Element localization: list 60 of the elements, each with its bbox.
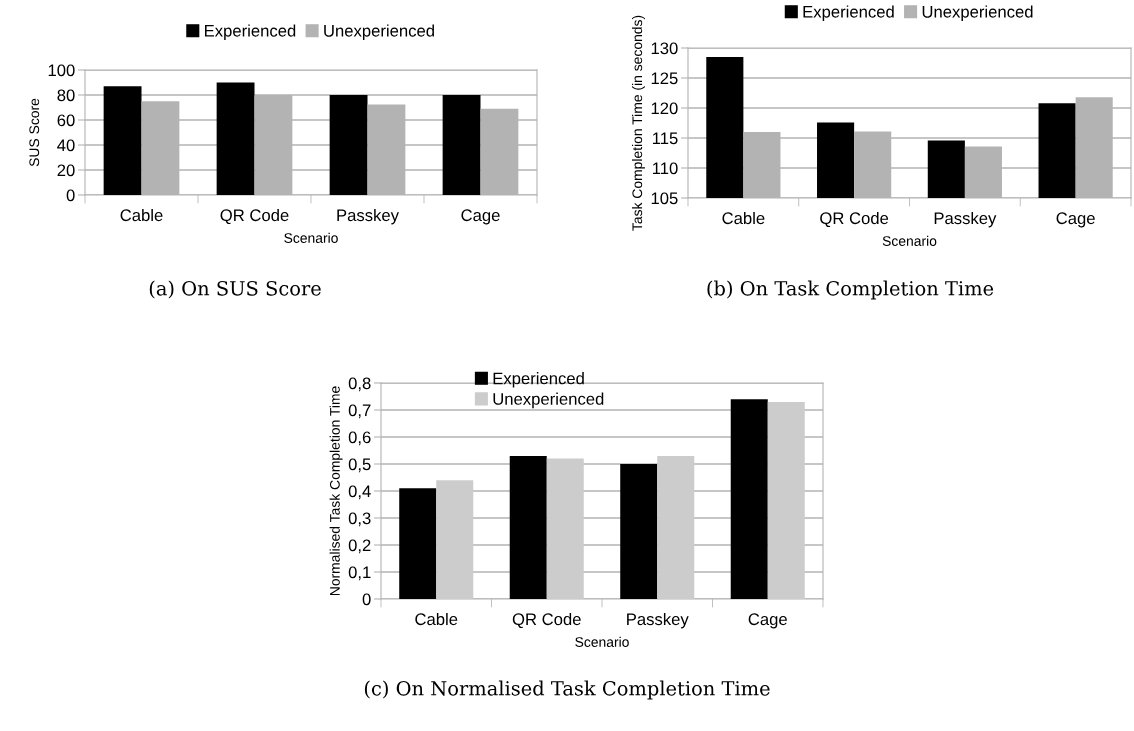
legend-label: Unexperienced [922,5,1033,21]
x-tick-label: Cable [722,211,765,225]
text: (a) On SUS Score [149,280,321,299]
y-tick-label: 100 [48,64,75,77]
y-axis-title: Normalised Task Completion Time [329,386,343,596]
x-tick-label: QR Code [512,612,581,629]
bar [436,480,474,599]
legend-label: Experienced [204,24,296,40]
y-tick-label: 115 [652,132,678,145]
y-tick-label: 0,6 [348,431,371,446]
y-tick-label: 0,3 [348,512,371,527]
x-tick-label: Cage [461,209,500,225]
y-tick-label: 125 [651,72,678,85]
y-tick-label: 0 [66,189,75,202]
y-tick-label: 0,4 [348,485,371,500]
text: (c) On Normalised Task Completion Time [364,680,770,700]
x-axis-title: Scenario [882,235,937,246]
y-tick-label: 0,7 [348,404,371,419]
y-axis-title: Task Completion Time (in seconds) [631,15,645,231]
y-tick-label: 0,5 [348,458,371,473]
text: (b) On Task Completion Time [707,280,994,300]
y-tick-label: 60 [57,114,75,127]
bar [730,399,768,599]
y-tick-label: 105 [651,192,678,205]
bar [399,488,437,599]
bar [329,95,368,195]
legend-label: Experienced [493,372,584,388]
x-axis-title: Scenario [284,232,338,243]
y-tick-label: 0,2 [348,539,371,554]
legend-label: Unexperienced [324,24,434,40]
x-tick-label: QR Code [220,208,289,225]
x-tick-label: Cage [748,613,787,629]
y-tick-label: 20 [57,164,75,177]
y-tick-label: 0,1 [348,566,371,581]
y-tick-label: 80 [57,89,75,102]
bar [620,464,658,599]
bar [546,458,584,599]
y-tick-label: 120 [651,102,678,115]
x-tick-label: Cable [120,208,163,222]
y-axis-title: SUS Score [29,98,40,167]
x-tick-label: Passkey [337,208,399,225]
y-tick-label: 0 [362,593,371,606]
bar [442,95,481,195]
legend-label: Unexperienced [493,392,604,409]
bar [103,86,142,195]
y-tick-label: 40 [57,139,75,152]
x-axis-title: Scenario [575,636,629,647]
x-tick-label: Cage [1056,212,1095,228]
bar [657,455,695,599]
bar [509,455,547,599]
x-tick-label: Passkey [627,612,689,629]
bar [216,82,255,195]
y-tick-label: 0,8 [348,377,371,392]
x-tick-label: Cable [415,612,458,626]
legend-label: Experienced [803,5,894,21]
bar [767,401,805,599]
x-tick-label: Passkey [934,211,997,228]
x-tick-label: QR Code [820,211,889,228]
y-tick-label: 130 [651,42,678,55]
y-tick-label: 110 [652,162,678,175]
